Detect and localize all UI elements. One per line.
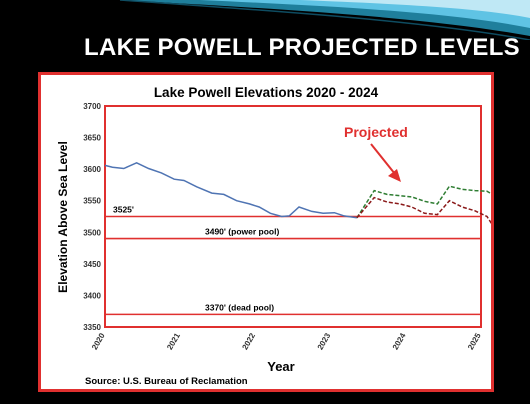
reference-line-label: 3525' [113,205,134,215]
y-tick-label: 3600 [83,165,101,174]
series-line [356,185,491,219]
x-tick-label: 2024 [391,331,408,351]
chart-frame: Lake Powell Elevations 2020 - 2024 Eleva… [38,72,494,392]
reference-line-label: 3370' (dead pool) [205,302,274,312]
x-tick-label: 2023 [316,331,333,351]
y-tick-label: 3650 [83,134,101,143]
x-tick-label: 2021 [165,331,182,351]
source-note: Source: U.S. Bureau of Reclamation [85,376,248,387]
x-axis-label: Year [267,359,294,374]
projected-annotation: Projected [344,124,408,140]
projected-arrow-head [388,169,401,182]
projected-arrow-shaft [370,143,396,175]
y-tick-label: 3500 [83,228,101,237]
x-tick-label: 2022 [240,331,257,351]
y-tick-label: 3450 [83,260,101,269]
y-tick-label: 3400 [83,291,101,300]
y-tick-label: 3350 [83,323,101,332]
reference-line-label: 3490' (power pool) [205,227,279,237]
y-axis-label: Elevation Above Sea Level [56,141,70,293]
chart-title: Lake Powell Elevations 2020 - 2024 [154,85,379,100]
decorative-swoosh [119,0,530,40]
x-tick-label: 2025 [466,331,483,351]
y-tick-label: 3700 [83,102,101,111]
x-tick-label: 2020 [90,331,107,351]
series-line [104,161,358,219]
y-tick-label: 3550 [83,197,101,206]
slide-title: LAKE POWELL PROJECTED LEVELS [83,34,520,61]
series-line [356,196,491,225]
elevation-chart: Lake Powell Elevations 2020 - 2024 Eleva… [56,85,491,387]
